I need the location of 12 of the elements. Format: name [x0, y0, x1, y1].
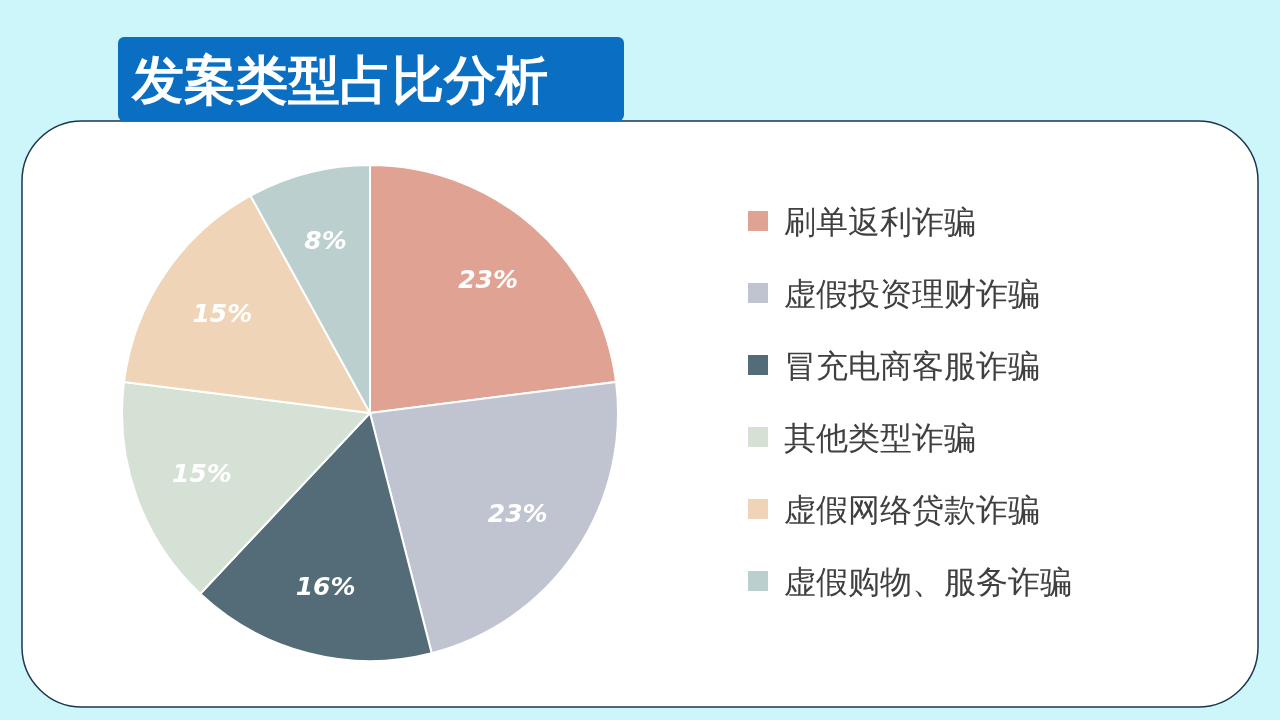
- chart-title: 发案类型占比分析: [130, 50, 548, 110]
- legend-label: 虚假购物、服务诈骗: [784, 563, 1072, 601]
- legend-label: 刷单返利诈骗: [784, 203, 976, 241]
- data-label: 15%: [192, 298, 253, 328]
- data-label: 16%: [295, 571, 356, 601]
- legend-label: 虚假投资理财诈骗: [784, 275, 1040, 313]
- data-label: 8%: [304, 226, 347, 256]
- legend-label: 其他类型诈骗: [784, 419, 976, 457]
- legend-label: 冒充电商客服诈骗: [784, 347, 1040, 385]
- legend-label: 虚假网络贷款诈骗: [784, 491, 1040, 529]
- data-label: 23%: [458, 265, 519, 295]
- data-label: 23%: [487, 499, 548, 529]
